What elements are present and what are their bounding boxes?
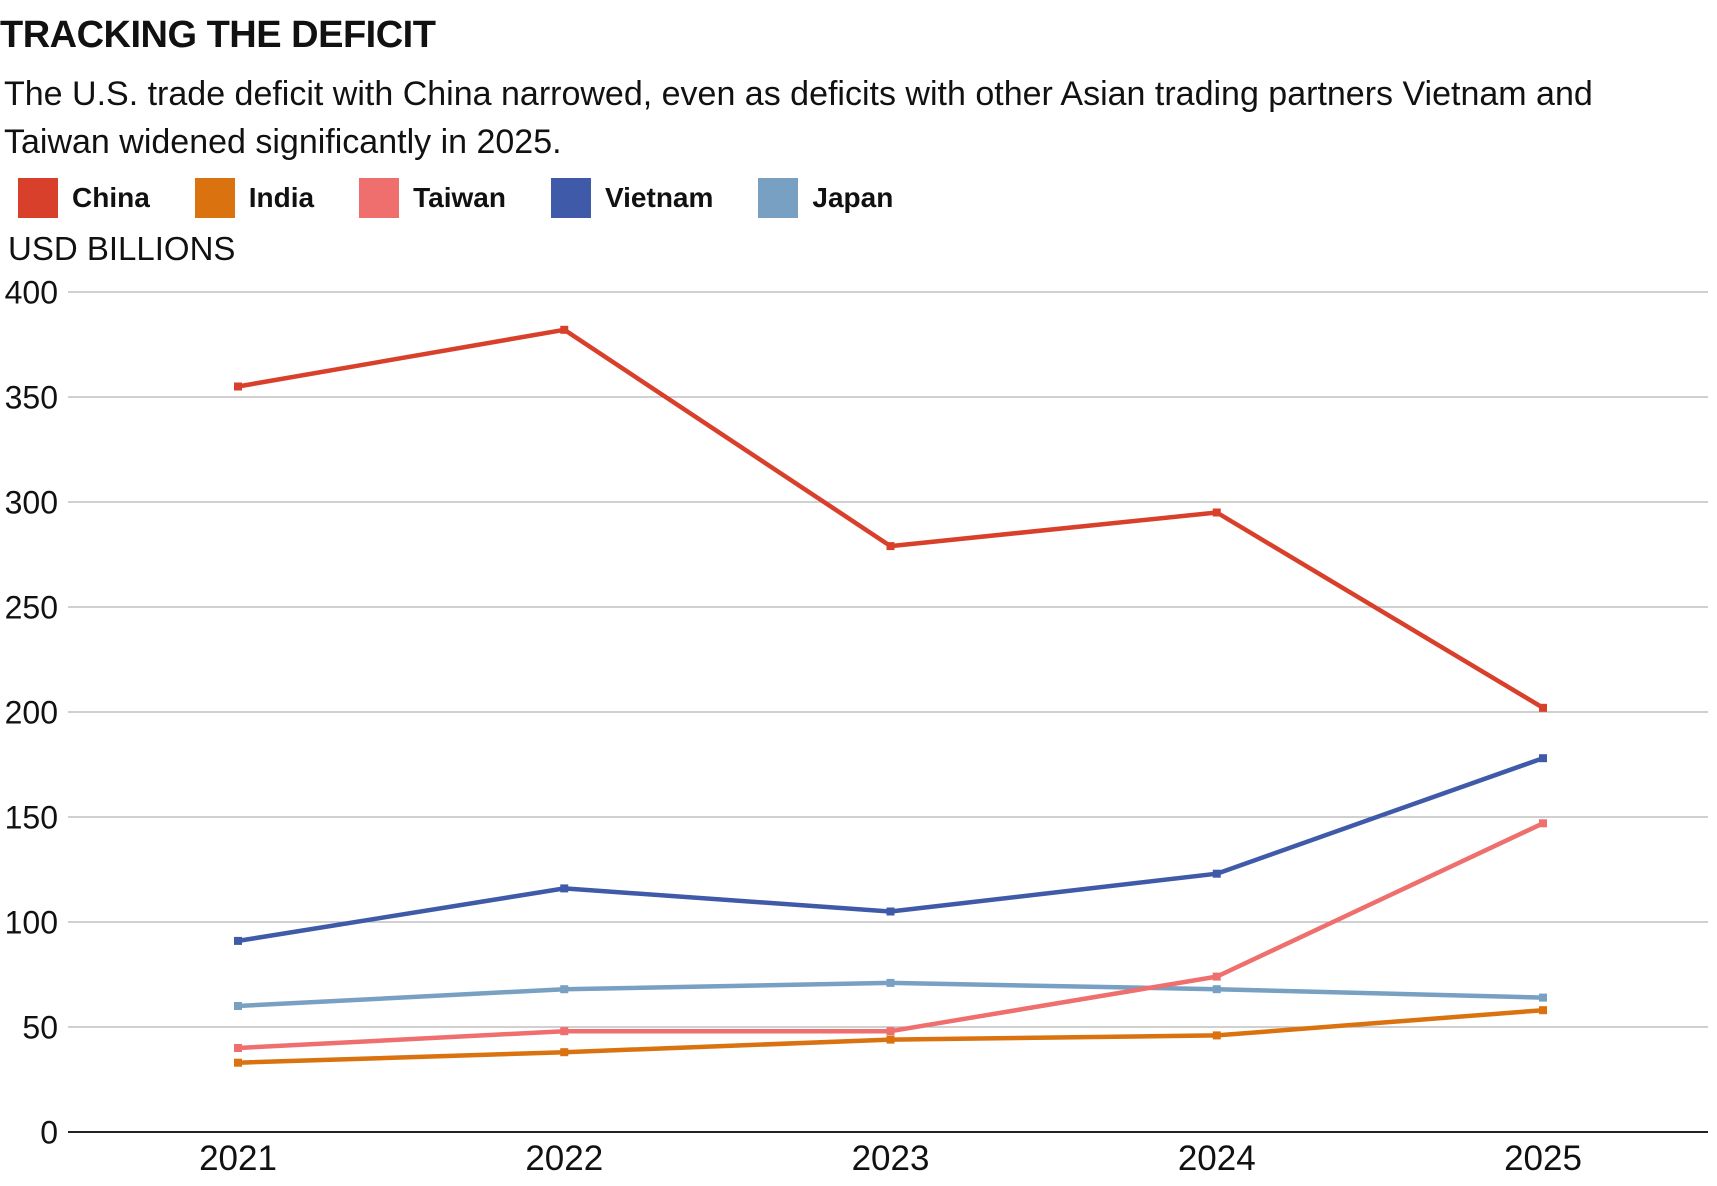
- data-point-japan-2021: [234, 1002, 242, 1010]
- legend-swatch-india: [194, 178, 235, 218]
- x-tick-label-2024: 2024: [1178, 1139, 1256, 1178]
- data-point-taiwan-2025: [1539, 819, 1547, 828]
- data-point-india-2024: [1212, 1031, 1221, 1040]
- data-point-taiwan-2023: [886, 1027, 895, 1036]
- y-tick-label-50: 50: [22, 1009, 58, 1045]
- legend-item-vietnam: Vietnam: [550, 178, 714, 218]
- chart-title: TRACKING THE DEFICIT: [0, 14, 436, 56]
- x-tick-label-2025: 2025: [1504, 1139, 1582, 1178]
- legend-swatch-japan: [758, 178, 799, 218]
- series-line-taiwan: [237, 821, 1544, 1051]
- legend-item-india: India: [194, 178, 315, 218]
- legend-swatch-taiwan: [359, 178, 400, 218]
- data-point-taiwan-2022: [560, 1027, 569, 1036]
- series-line-china: [237, 327, 1545, 710]
- legend-item-china: China: [18, 178, 150, 218]
- data-point-japan-2024: [1212, 985, 1221, 994]
- data-point-india-2021: [234, 1058, 242, 1067]
- legend-label-india: India: [248, 182, 315, 213]
- data-point-china-2023: [886, 542, 895, 551]
- data-point-india-2023: [886, 1035, 895, 1044]
- legend-item-taiwan: Taiwan: [359, 178, 506, 218]
- data-point-china-2024: [1212, 508, 1221, 517]
- legend-label-vietnam: Vietnam: [604, 182, 714, 213]
- legend: China India Taiwan Vietnam Japan: [18, 178, 938, 218]
- y-tick-label-300: 300: [5, 484, 58, 520]
- y-tick-label-0: 0: [40, 1114, 58, 1150]
- legend-label-china: China: [72, 182, 150, 213]
- data-point-vietnam-2021: [234, 936, 242, 945]
- data-point-vietnam-2025: [1539, 754, 1547, 763]
- data-point-japan-2022: [560, 985, 569, 994]
- data-point-india-2022: [560, 1048, 569, 1057]
- y-tick-label-200: 200: [5, 694, 58, 730]
- data-point-vietnam-2024: [1212, 869, 1221, 878]
- x-tick-label-2021: 2021: [199, 1139, 277, 1178]
- y-tick-label-250: 250: [5, 589, 58, 625]
- data-point-india-2025: [1539, 1006, 1547, 1015]
- legend-label-taiwan: Taiwan: [413, 182, 506, 213]
- legend-label-japan: Japan: [812, 182, 894, 213]
- data-point-japan-2025: [1539, 993, 1547, 1002]
- data-point-taiwan-2024: [1212, 972, 1221, 981]
- data-point-vietnam-2022: [560, 884, 569, 893]
- legend-swatch-vietnam: [550, 178, 591, 218]
- y-tick-label-350: 350: [5, 379, 58, 415]
- y-axis-unit-label: USD BILLIONS: [8, 230, 236, 267]
- legend-item-japan: Japan: [758, 178, 893, 218]
- chart-subtitle: The U.S. trade deficit with China narrow…: [4, 75, 1593, 161]
- y-tick-label-100: 100: [5, 904, 58, 940]
- x-tick-label-2023: 2023: [852, 1139, 930, 1178]
- data-point-vietnam-2023: [886, 907, 895, 916]
- data-point-china-2022: [560, 325, 569, 334]
- data-point-taiwan-2021: [234, 1044, 242, 1052]
- data-point-china-2021: [234, 382, 242, 391]
- data-point-japan-2023: [886, 978, 895, 987]
- x-tick-label-2022: 2022: [525, 1139, 603, 1178]
- y-tick-label-400: 400: [5, 274, 58, 310]
- data-point-china-2025: [1539, 703, 1547, 712]
- y-tick-label-150: 150: [5, 799, 58, 835]
- legend-swatch-china: [18, 178, 58, 218]
